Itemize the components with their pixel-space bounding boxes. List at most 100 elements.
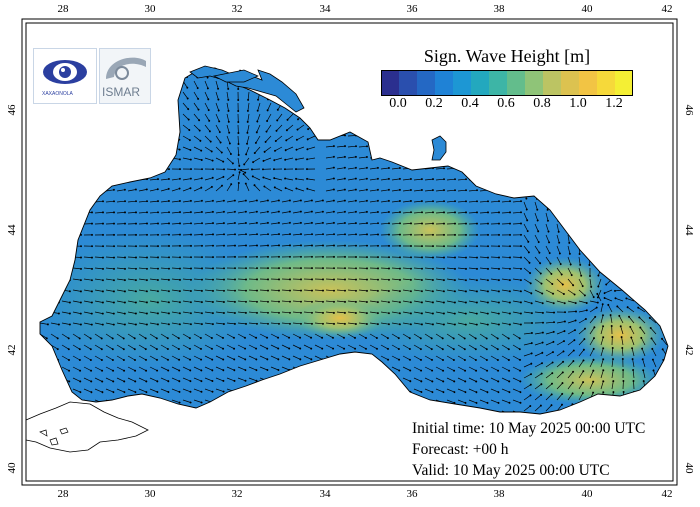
wave-arrow: [424, 289, 434, 293]
lon-tick-bottom-40: 40: [581, 488, 593, 500]
wave-arrow: [391, 344, 400, 350]
wave-arrow: [626, 306, 635, 313]
colorbar-cell: [579, 70, 598, 96]
wave-arrow: [523, 300, 533, 305]
wave-arrow: [413, 178, 423, 181]
wave-arrow: [284, 157, 294, 161]
wave-arrow: [369, 289, 379, 292]
wave-arrow: [457, 267, 467, 270]
colorbar-cell: [525, 70, 544, 96]
wave-arrow: [116, 200, 126, 203]
wave-arrow: [391, 289, 401, 293]
wave-arrow: [182, 278, 192, 281]
wave-arrow: [523, 342, 533, 346]
wave-arrow: [193, 311, 203, 315]
wave-arrow: [314, 322, 324, 325]
wave-arrow: [160, 300, 170, 304]
wave-arrow: [589, 278, 593, 288]
wave-arrow: [336, 199, 346, 203]
wave-arrow: [336, 222, 346, 225]
wave-arrow: [204, 146, 213, 153]
wave-arrow: [512, 311, 522, 315]
wave-arrow: [105, 267, 115, 270]
wave-arrow: [632, 380, 635, 390]
wave-arrow: [138, 222, 148, 225]
wave-arrow: [105, 200, 115, 203]
wave-arrow: [193, 233, 203, 236]
lon-tick-top-32: 32: [231, 3, 243, 15]
wave-arrow: [314, 344, 324, 350]
wave-arrow: [336, 155, 346, 159]
wave-arrow: [589, 300, 599, 304]
wave-arrow: [226, 311, 236, 314]
wave-arrow: [83, 344, 92, 351]
wave-arrow: [618, 314, 624, 324]
wave-arrow: [600, 336, 605, 346]
legend-title: Sign. Wave Height [m]: [423, 46, 591, 66]
wave-arrow: [270, 322, 280, 325]
wave-arrow: [226, 322, 236, 325]
wave-arrow: [171, 222, 181, 225]
wave-arrow: [306, 146, 316, 151]
wave-arrow: [358, 300, 368, 303]
wave-arrow: [204, 278, 214, 281]
wave-arrow: [273, 157, 283, 162]
wave-arrow: [512, 256, 522, 259]
wave-arrow: [247, 91, 250, 101]
wave-arrow: [402, 344, 411, 350]
wave-arrow: [303, 233, 313, 236]
wave-arrow: [534, 256, 542, 265]
wave-arrow: [314, 210, 324, 214]
wave-arrow: [116, 188, 126, 192]
wave-arrow: [479, 278, 489, 282]
colorbar-cell: [399, 70, 418, 96]
wave-arrow: [182, 300, 192, 304]
wave-arrow: [457, 333, 466, 340]
wave-arrow: [292, 333, 302, 339]
wave-arrow: [446, 278, 456, 282]
lat-tick-right-42: 42: [683, 344, 695, 356]
wave-arrow: [266, 102, 272, 112]
wave-arrow: [457, 178, 467, 181]
wave-arrow: [314, 221, 324, 225]
wave-arrow: [358, 145, 368, 148]
wave-arrow: [259, 244, 269, 247]
wave-arrow: [72, 333, 81, 340]
wave-arrow: [204, 311, 214, 315]
wave-arrow: [226, 124, 231, 134]
wave-arrow: [325, 289, 335, 292]
wave-arrow: [306, 187, 316, 192]
wave-arrow: [83, 289, 93, 293]
wave-arrow: [303, 311, 313, 314]
wave-arrow: [292, 322, 302, 325]
wave-arrow: [160, 289, 170, 293]
wave-arrow: [193, 80, 199, 90]
wave-arrow: [468, 189, 478, 192]
wave-arrow: [248, 244, 258, 247]
wave-arrow: [314, 289, 324, 292]
wave-arrow: [127, 256, 137, 259]
wave-arrow: [446, 289, 456, 293]
wave-arrow: [259, 300, 269, 303]
wave-arrow: [285, 124, 294, 132]
wave-arrow: [182, 124, 191, 131]
wave-arrow: [94, 267, 104, 270]
wave-arrow: [270, 333, 280, 339]
wave-arrow: [358, 199, 368, 203]
wave-arrow: [259, 233, 269, 236]
wave-arrow: [347, 188, 357, 192]
wave-arrow: [336, 166, 346, 170]
wave-arrow: [424, 311, 434, 315]
wave-arrow: [204, 113, 211, 122]
wave-arrow: [160, 322, 170, 326]
wave-arrow: [215, 157, 225, 163]
wave-arrow: [457, 200, 467, 203]
wave-arrow: [424, 344, 433, 351]
wave-arrow: [424, 322, 434, 326]
wave-arrow: [83, 278, 93, 282]
wave-arrow: [556, 300, 566, 305]
wave-arrow: [596, 292, 602, 302]
wave-arrow: [215, 175, 225, 181]
wave-arrow: [424, 200, 434, 203]
wave-arrow: [435, 256, 445, 259]
